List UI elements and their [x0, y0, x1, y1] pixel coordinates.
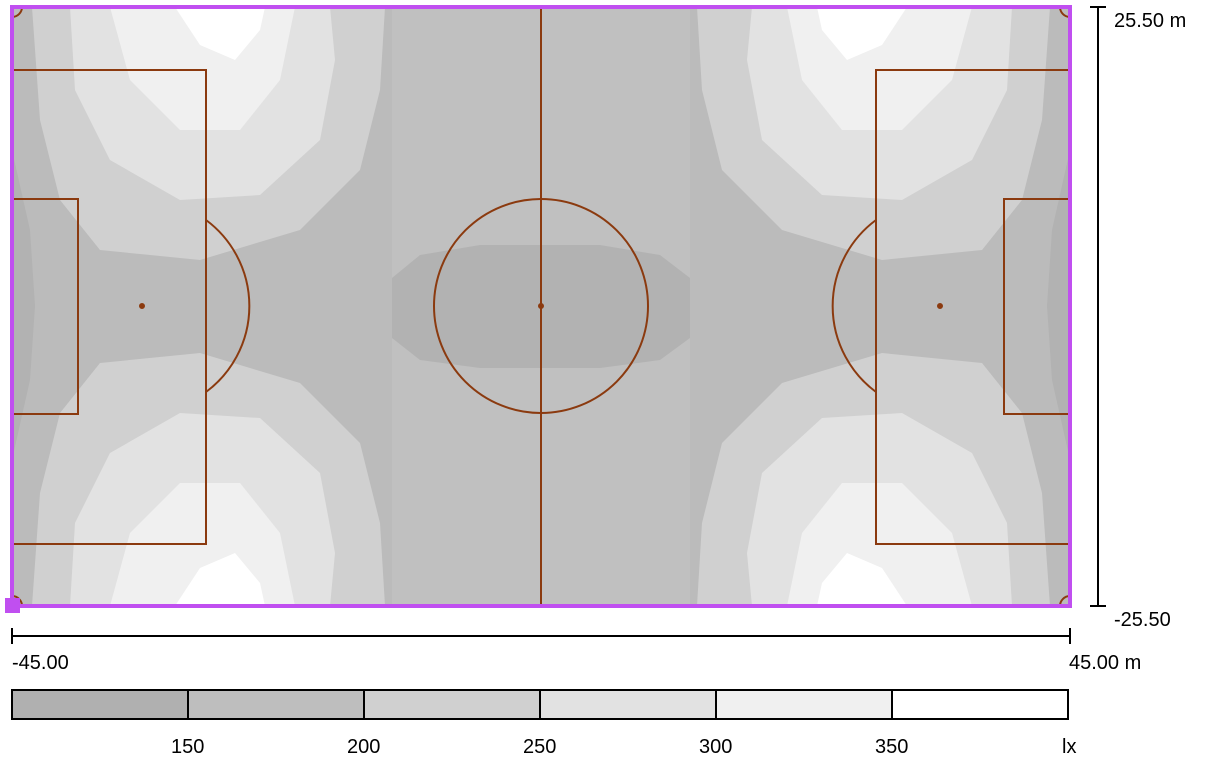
center-spot	[538, 303, 544, 309]
legend-band-2	[363, 689, 541, 720]
hotspot-bottom-left	[32, 353, 385, 606]
right-penalty-area	[875, 69, 1070, 545]
legend-tick-300: 300	[699, 736, 733, 758]
x-max-label: 45.00 m	[1069, 652, 1142, 674]
right-penalty-arc	[831, 219, 877, 393]
legend-tick-150: 150	[171, 736, 205, 758]
contour-layers	[12, 7, 1070, 606]
field-boundary	[10, 5, 1072, 608]
pitch-markings	[11, 6, 1071, 607]
legend-band-0	[11, 689, 189, 720]
hotspot-bottom-right	[697, 353, 1050, 606]
y-dimension-line	[1090, 6, 1106, 607]
legend-band-4	[715, 689, 893, 720]
y-max-label: 25.50 m	[1114, 10, 1187, 32]
legend-band-1	[187, 689, 365, 720]
left-penalty-spot	[139, 303, 145, 309]
contour-right-end-dark	[1047, 150, 1070, 460]
legend-band-5	[891, 689, 1069, 720]
legend-band-3	[539, 689, 717, 720]
legend-tick-200: 200	[347, 736, 381, 758]
x-min-label: -45.00	[12, 652, 69, 674]
left-penalty-area	[12, 69, 207, 545]
right-penalty-spot	[937, 303, 943, 309]
legend-scale-bar	[11, 689, 1069, 720]
contour-left-end-dark	[12, 150, 35, 460]
hotspot-top-left	[32, 7, 385, 260]
left-penalty-arc	[205, 219, 251, 393]
center-circle	[433, 198, 649, 414]
x-dimension-line	[11, 628, 1071, 644]
legend-tick-350: 350	[875, 736, 909, 758]
legend-tick-250: 250	[523, 736, 557, 758]
left-goal-area	[12, 198, 79, 415]
y-min-label: -25.50	[1114, 609, 1171, 631]
origin-marker	[5, 598, 20, 613]
right-goal-area	[1003, 198, 1070, 415]
legend-unit: lx	[1062, 736, 1077, 758]
